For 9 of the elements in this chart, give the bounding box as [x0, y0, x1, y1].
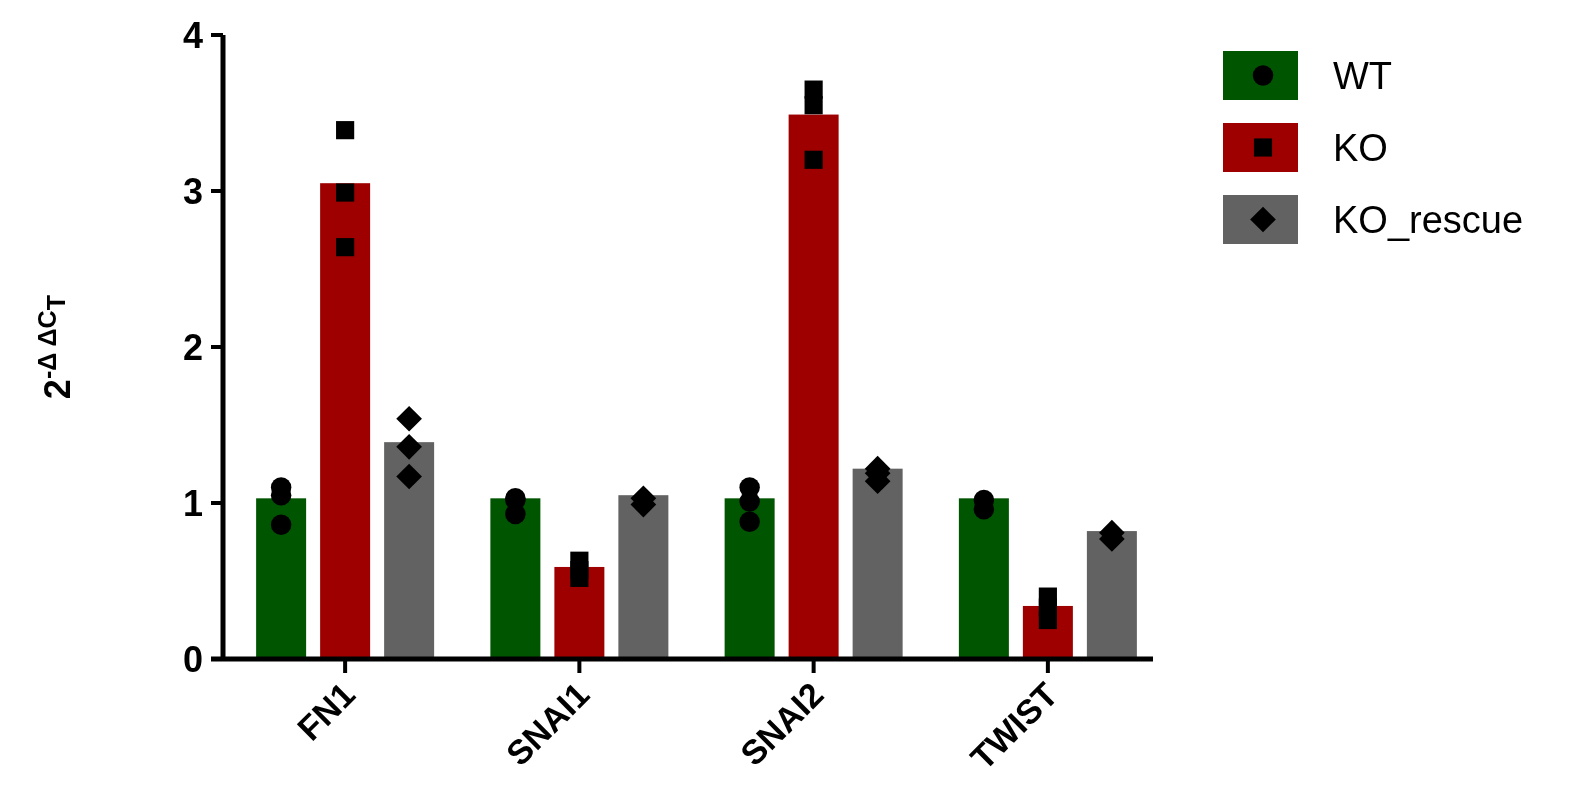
y-tick-label: 2 [182, 326, 203, 368]
y-tick-label: 0 [182, 638, 203, 680]
y-tick-label: 3 [182, 170, 203, 212]
y-tick-label: 4 [182, 14, 203, 56]
legend-label: WT [1333, 55, 1393, 98]
legend-label: KO [1333, 127, 1388, 170]
legend-label: KO_rescue [1333, 199, 1524, 242]
y-tick-label: 1 [182, 482, 203, 524]
x-tick-label: FN1 [289, 675, 363, 748]
